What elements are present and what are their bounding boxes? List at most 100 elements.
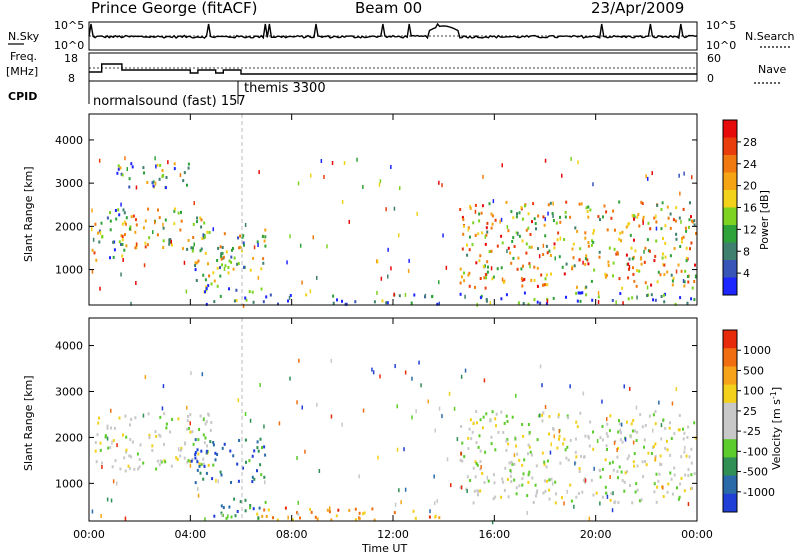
heatmap-cell (512, 256, 515, 260)
heatmap-cell (544, 277, 547, 281)
heatmap-cell (542, 243, 545, 248)
heatmap-cell (592, 240, 595, 244)
heatmap-cell (263, 239, 266, 243)
heatmap-cell (231, 248, 233, 252)
heatmap-cell (492, 497, 495, 501)
heatmap-cell (495, 412, 498, 416)
heatmap-cell (491, 277, 494, 281)
heatmap-cell (634, 249, 637, 253)
heatmap-cell (576, 229, 579, 233)
heatmap-cell (542, 253, 545, 256)
heatmap-cell (690, 487, 692, 491)
heatmap-cell (122, 433, 124, 437)
heatmap-cell (523, 291, 526, 295)
colorbar-swatch (723, 402, 737, 422)
heatmap-cell (694, 263, 696, 267)
heatmap-cell (554, 501, 557, 505)
heatmap-cell (239, 245, 242, 249)
heatmap-cell (644, 281, 647, 285)
heatmap-cell (97, 231, 99, 235)
velocity-colorbar-title: Velocity [m s-1] (769, 387, 783, 470)
heatmap-cell (179, 454, 182, 458)
heatmap-cell (479, 254, 482, 258)
heatmap-cell (527, 226, 530, 230)
heatmap-cell (94, 449, 97, 453)
freq-tick-high: 18 (64, 52, 78, 65)
heatmap-cell (502, 480, 505, 484)
heatmap-cell (564, 210, 567, 214)
heatmap-cell (199, 216, 202, 220)
heatmap-cell (557, 231, 560, 235)
heatmap-cell (148, 433, 151, 437)
heatmap-cell (215, 478, 217, 483)
heatmap-cell (438, 180, 440, 185)
heatmap-cell (385, 301, 388, 305)
heatmap-cell (337, 508, 340, 512)
heatmap-cell (635, 482, 638, 486)
heatmap-cell (525, 228, 528, 232)
heatmap-cell (643, 445, 645, 449)
heatmap-cell (527, 473, 530, 477)
heatmap-cell (658, 400, 660, 405)
heatmap-cell (212, 271, 215, 275)
heatmap-cell (569, 439, 572, 442)
heatmap-cell (472, 466, 475, 470)
heatmap-cell (143, 171, 145, 175)
heatmap-cell (544, 234, 547, 238)
heatmap-cell (693, 219, 696, 223)
heatmap-cell (612, 468, 615, 472)
heatmap-cell (125, 448, 128, 452)
heatmap-cell (511, 240, 514, 243)
heatmap-cell (485, 276, 488, 280)
heatmap-cell (200, 218, 203, 222)
heatmap-cell (628, 265, 631, 269)
heatmap-cell (135, 218, 137, 222)
heatmap-cell (608, 461, 611, 465)
heatmap-cell (632, 440, 635, 445)
heatmap-cell (394, 364, 396, 369)
heatmap-cell (571, 247, 574, 251)
heatmap-cell (480, 465, 482, 470)
heatmap-cell (666, 439, 668, 443)
heatmap-cell (184, 441, 187, 445)
heatmap-cell (539, 413, 541, 418)
heatmap-cell (264, 480, 266, 485)
heatmap-cell (518, 211, 521, 215)
heatmap-cell (597, 291, 600, 295)
heatmap-cell (683, 431, 686, 435)
heatmap-cell (494, 495, 497, 499)
heatmap-cell (155, 434, 158, 438)
heatmap-cell (104, 434, 107, 438)
heatmap-cell (689, 247, 691, 251)
heatmap-cell (520, 205, 523, 209)
heatmap-cell (257, 275, 260, 280)
colorbar-swatch (723, 225, 737, 243)
heatmap-cell (483, 481, 486, 484)
heatmap-cell (610, 491, 613, 495)
heatmap-cell (326, 244, 328, 249)
heatmap-cell (597, 295, 600, 299)
heatmap-cell (616, 455, 619, 459)
heatmap-cell (541, 413, 544, 417)
heatmap-cell (205, 451, 208, 455)
heatmap-cell (298, 358, 300, 363)
heatmap-cell (470, 437, 473, 441)
heatmap-cell (158, 177, 161, 181)
heatmap-cell (629, 435, 632, 439)
heatmap-cell (427, 399, 429, 404)
heatmap-cell (371, 367, 373, 372)
heatmap-cell (468, 248, 471, 252)
heatmap-cell (244, 438, 247, 442)
heatmap-cell (404, 487, 407, 492)
heatmap-cell (595, 491, 598, 495)
heatmap-cell (505, 414, 508, 418)
heatmap-cell (202, 433, 205, 437)
heatmap-cell (242, 466, 244, 470)
heatmap-cell (655, 220, 658, 224)
heatmap-cell (642, 220, 644, 225)
heatmap-cell (496, 267, 499, 271)
heatmap-cell (577, 291, 580, 295)
heatmap-cell (481, 204, 484, 208)
heatmap-cell (646, 294, 649, 297)
heatmap-cell (479, 296, 482, 300)
